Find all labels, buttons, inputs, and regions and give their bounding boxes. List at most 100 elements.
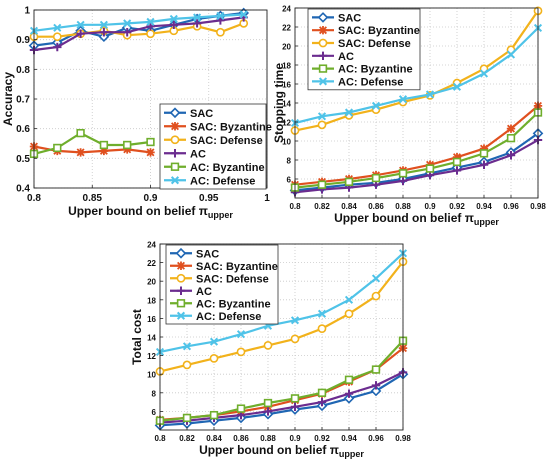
total-cost-chart: 0.8 0.82 0.84 0.86 0.88 0.9 0.92 0.94 0.96 0.98 6 8… xyxy=(130,241,411,460)
data-point-ac-defense xyxy=(479,69,489,78)
legend-label: AC: Defense xyxy=(338,76,403,88)
legend-label: SAC: Byzantine xyxy=(196,261,278,273)
data-point-ac-defense xyxy=(123,19,132,28)
legend-swatch-marker xyxy=(318,64,328,73)
x-tick-label: 0.98 xyxy=(395,434,411,443)
data-point-ac-defense xyxy=(398,95,408,104)
x-tick-label: 0.88 xyxy=(260,434,276,443)
data-point-ac-byzantine xyxy=(263,398,273,408)
data-point-sac-defense xyxy=(371,291,381,301)
legend-label: SAC: Byzantine xyxy=(338,25,420,37)
x-tick-label: 0.9 xyxy=(289,434,301,443)
x-axis-label-text: Upper bound on belief π xyxy=(334,211,474,225)
data-point-ac-byzantine xyxy=(76,128,85,138)
x-tick-label: 0.85 xyxy=(83,193,103,204)
x-tick-label: 0.88 xyxy=(395,202,411,211)
legend-label: AC xyxy=(196,286,212,298)
y-tick-label: 12 xyxy=(282,119,291,128)
data-point-sac-byzantine xyxy=(123,145,132,154)
legend-label: SAC: Defense xyxy=(190,135,263,147)
data-point-sac-defense xyxy=(263,341,273,350)
legend-label: AC: Byzantine xyxy=(190,162,265,174)
legend-item-ac-defense: AC: Defense xyxy=(164,175,255,187)
data-point-ac xyxy=(479,160,489,169)
data-point-sac-byzantine xyxy=(76,148,85,157)
legend-item-sac-byzantine: SAC: Byzantine xyxy=(170,261,278,273)
legend-swatch-marker xyxy=(176,261,186,270)
series-line-ac-defense xyxy=(294,27,539,125)
accuracy-chart: 0.8 0.85 0.9 0.95 1 0.4 0.5 0.6 0.7 0.8 0.9 1 Upper … xyxy=(1,6,272,221)
legend-label: AC xyxy=(190,148,206,160)
y-tick-label: 18 xyxy=(282,62,291,71)
legend-swatch-marker xyxy=(175,247,187,259)
legend-label: AC: Byzantine xyxy=(196,298,271,310)
series-ac xyxy=(290,135,543,197)
y-tick-label: 24 xyxy=(147,241,156,250)
legend-swatch-marker xyxy=(318,51,328,60)
data-point-ac-byzantine xyxy=(209,410,219,420)
data-point-ac-byzantine xyxy=(317,388,327,397)
data-point-ac-defense xyxy=(209,337,219,346)
data-point-ac-byzantine xyxy=(344,375,354,384)
legend-item-sac: SAC xyxy=(164,107,213,120)
x-tick-label: 0.86 xyxy=(368,202,384,211)
legend-swatch-marker xyxy=(169,107,181,119)
series-line-sac xyxy=(294,132,539,192)
y-tick-label: 0.9 xyxy=(16,35,30,46)
y-tick-label: 20 xyxy=(147,278,156,287)
data-point-ac-byzantine xyxy=(146,137,155,147)
x-tick-label: 0.82 xyxy=(179,434,195,443)
data-point-ac-byzantine xyxy=(371,365,381,374)
legend-item-sac: SAC xyxy=(170,247,219,260)
legend-swatch-marker xyxy=(318,77,328,86)
y-tick-label: 10 xyxy=(147,371,156,380)
x-tick-label: 0.8 xyxy=(154,434,166,443)
x-axis-label: Upper bound on belief πupper xyxy=(199,443,364,459)
y-tick-label: 18 xyxy=(147,296,156,305)
data-point-sac xyxy=(98,31,110,43)
data-point-sac xyxy=(370,385,382,397)
legend-item-ac-byzantine: AC: Byzantine xyxy=(170,298,271,310)
legend-swatch-marker xyxy=(317,12,329,23)
series-line-sac-defense xyxy=(159,261,404,373)
legend-swatch-marker xyxy=(176,299,186,308)
data-point-ac-byzantine xyxy=(452,157,462,167)
data-point-ac-byzantine xyxy=(398,169,408,178)
legend-item-sac-byzantine: SAC: Byzantine xyxy=(312,25,420,37)
data-point-sac-byzantine xyxy=(506,124,516,133)
legend-item-ac: AC xyxy=(170,286,212,298)
series-line-sac-defense xyxy=(34,22,245,38)
series-ac-defense xyxy=(155,249,408,356)
y-axis-label: Total cost xyxy=(130,309,144,365)
data-point-ac xyxy=(169,20,178,30)
data-point-ac xyxy=(398,176,408,186)
legend-box xyxy=(165,244,279,325)
data-point-ac xyxy=(452,166,462,175)
legend-item-ac: AC xyxy=(164,148,206,160)
x-axis-label-subscript: upper xyxy=(339,449,364,459)
x-tick-label: 0.94 xyxy=(341,434,357,443)
series-line-ac xyxy=(159,371,404,424)
data-point-ac xyxy=(344,389,354,398)
x-tick-label: 0.92 xyxy=(449,202,465,211)
x-tick-label: 0.96 xyxy=(368,434,384,443)
y-tick-label: 16 xyxy=(282,81,291,90)
x-tick-label: 0.9 xyxy=(144,193,158,204)
data-point-ac-defense xyxy=(239,10,248,19)
legend-item-sac-defense: SAC: Defense xyxy=(170,273,269,285)
data-point-ac xyxy=(192,19,202,28)
y-axis-label: Accuracy xyxy=(1,72,15,126)
y-tick-label: 0.4 xyxy=(16,184,30,195)
legend-swatch-marker xyxy=(318,26,328,35)
data-point-ac-byzantine xyxy=(53,143,62,153)
data-point-ac xyxy=(76,29,85,38)
data-point-ac-byzantine xyxy=(344,177,354,187)
data-point-ac-defense xyxy=(425,90,435,99)
legend-label: AC: Defense xyxy=(196,311,261,323)
data-point-sac-defense xyxy=(236,347,246,357)
y-tick-label: 12 xyxy=(147,352,156,361)
x-axis-label-subscript: upper xyxy=(474,217,499,227)
legend-label: AC xyxy=(338,51,354,63)
